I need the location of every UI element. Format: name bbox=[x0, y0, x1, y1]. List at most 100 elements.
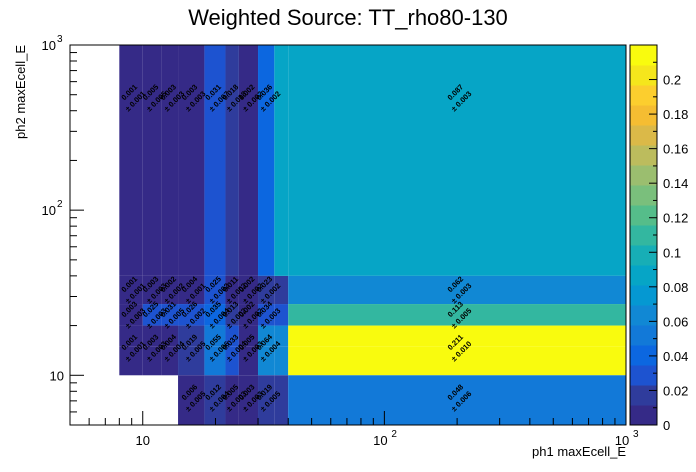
colorbar-segment bbox=[630, 265, 657, 286]
chart-title: Weighted Source: TT_rho80-130 bbox=[188, 5, 508, 30]
colorbar-segment bbox=[630, 225, 657, 246]
colorbar-segment bbox=[630, 205, 657, 226]
heatmap-cell bbox=[288, 304, 626, 326]
heatmap-cell bbox=[204, 325, 226, 347]
heatmap-cell bbox=[204, 346, 226, 376]
colorbar-tick-label: 0 bbox=[663, 418, 670, 433]
colorbar-segment bbox=[630, 165, 657, 186]
heatmap-cell bbox=[142, 304, 162, 326]
heatmap-cell bbox=[238, 45, 259, 276]
colorbar-segment bbox=[630, 305, 657, 326]
heatmap-cell bbox=[258, 275, 275, 305]
x-tick-exponent: 2 bbox=[391, 429, 397, 440]
colorbar-segment bbox=[630, 285, 657, 306]
heatmap-cell bbox=[258, 45, 275, 276]
heatmap-cell bbox=[288, 325, 626, 347]
heatmap-cell bbox=[142, 346, 162, 376]
heatmap-cell bbox=[142, 275, 162, 305]
heatmap-cell bbox=[258, 375, 275, 425]
colorbar-tick-label: 0.16 bbox=[663, 142, 688, 157]
colorbar-segment bbox=[630, 405, 657, 426]
heatmap-cell bbox=[119, 45, 143, 276]
heatmap-cell bbox=[274, 346, 289, 376]
heatmap-cell bbox=[119, 275, 143, 305]
colorbar-segment bbox=[630, 185, 657, 206]
colorbar: 0 0.02 0.04 0.06 0.08 0.1 0.12 0.14 0.16 0.18 0.2 bbox=[629, 44, 688, 433]
heatmap-cell bbox=[178, 325, 205, 347]
y-tick-exponent: 2 bbox=[57, 199, 63, 210]
heatmap-cell bbox=[288, 275, 626, 305]
x-axis: 10 10 2 10 3 bbox=[69, 411, 639, 448]
heatmap-cell bbox=[288, 375, 626, 425]
colorbar-tick-label: 0.14 bbox=[663, 176, 688, 191]
heatmap-cell bbox=[161, 45, 179, 276]
colorbar-tick-label: 0.18 bbox=[663, 107, 688, 122]
x-tick-exponent: 3 bbox=[633, 429, 639, 440]
y-tick-label: 10 bbox=[42, 203, 56, 218]
colorbar-tick-label: 0.04 bbox=[663, 349, 688, 364]
heatmap-cell bbox=[204, 275, 226, 305]
colorbar-segment bbox=[630, 345, 657, 366]
colorbar-segment bbox=[630, 65, 657, 86]
heatmap-cell bbox=[204, 45, 226, 276]
heatmap-cell bbox=[238, 375, 259, 425]
colorbar-segment bbox=[630, 45, 657, 66]
y-tick-label: 10 bbox=[50, 368, 64, 383]
heatmap-cell bbox=[142, 45, 162, 276]
colorbar-tick-label: 0.08 bbox=[663, 280, 688, 295]
x-tick-label: 10 bbox=[136, 433, 150, 448]
heatmap-cell bbox=[225, 275, 239, 305]
colorbar-tick-label: 0.2 bbox=[663, 73, 681, 88]
heatmap-cell bbox=[225, 375, 239, 425]
colorbar-segment bbox=[630, 105, 657, 126]
heatmap-cell bbox=[204, 375, 226, 425]
heatmap-cell bbox=[225, 325, 239, 347]
colorbar-tick-label: 0.12 bbox=[663, 211, 688, 226]
x-tick-label: 10 bbox=[373, 433, 387, 448]
y-tick-exponent: 3 bbox=[57, 34, 63, 45]
colorbar-segment bbox=[630, 125, 657, 146]
colorbar-segment bbox=[630, 85, 657, 106]
heatmap-cell bbox=[274, 45, 289, 276]
heatmap-cell bbox=[238, 346, 259, 376]
heatmap-cell bbox=[225, 45, 239, 276]
heatmap-cell bbox=[274, 304, 289, 326]
colorbar-segment bbox=[630, 145, 657, 166]
heatmap-cell bbox=[225, 304, 239, 326]
heatmap-cell bbox=[274, 275, 289, 305]
heatmap-cell bbox=[274, 325, 289, 347]
heatmap-cell bbox=[178, 45, 205, 276]
heatmap-cell bbox=[178, 375, 205, 425]
heatmap-cell bbox=[204, 304, 226, 326]
plot-frame bbox=[69, 44, 627, 426]
heatmap-cell bbox=[288, 346, 626, 376]
x-axis-title: ph1 maxEcell_E bbox=[532, 444, 626, 459]
heatmap-cell bbox=[178, 275, 205, 305]
heatmap-cell bbox=[161, 275, 179, 305]
heatmap-cell bbox=[161, 325, 179, 347]
colorbar-segment bbox=[630, 385, 657, 406]
heatmap-cell bbox=[161, 304, 179, 326]
heatmap-cell bbox=[258, 346, 275, 376]
heatmap-cell bbox=[161, 346, 179, 376]
heatmap-cell bbox=[142, 325, 162, 347]
x-tick-label: 10 bbox=[615, 433, 629, 448]
heatmap-cell bbox=[238, 325, 259, 347]
colorbar-tick-label: 0.1 bbox=[663, 245, 681, 260]
heatmap-cell bbox=[274, 375, 289, 425]
heatmap-cell bbox=[178, 346, 205, 376]
cells-layer bbox=[119, 45, 626, 425]
heatmap-cell bbox=[258, 325, 275, 347]
colorbar-tick-label: 0.02 bbox=[663, 383, 688, 398]
heatmap-cell bbox=[119, 325, 143, 347]
heatmap-cell bbox=[288, 45, 626, 276]
heatmap-cell bbox=[225, 346, 239, 376]
heatmap-cell bbox=[258, 304, 275, 326]
colorbar-tick-label: 0.06 bbox=[663, 314, 688, 329]
heatmap-cell bbox=[119, 346, 143, 376]
colorbar-segment bbox=[630, 245, 657, 266]
y-axis-title: ph2 maxEcell_E bbox=[13, 45, 28, 139]
heatmap-cell bbox=[238, 304, 259, 326]
